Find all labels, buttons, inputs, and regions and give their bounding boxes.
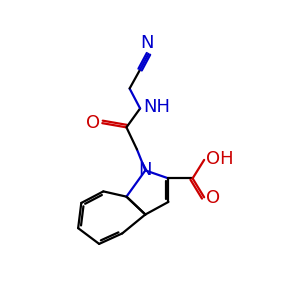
- Text: N: N: [141, 34, 154, 52]
- Text: OH: OH: [206, 150, 234, 168]
- Text: NH: NH: [143, 98, 170, 116]
- Text: N: N: [139, 161, 152, 179]
- Text: O: O: [86, 114, 100, 132]
- Text: O: O: [206, 189, 220, 207]
